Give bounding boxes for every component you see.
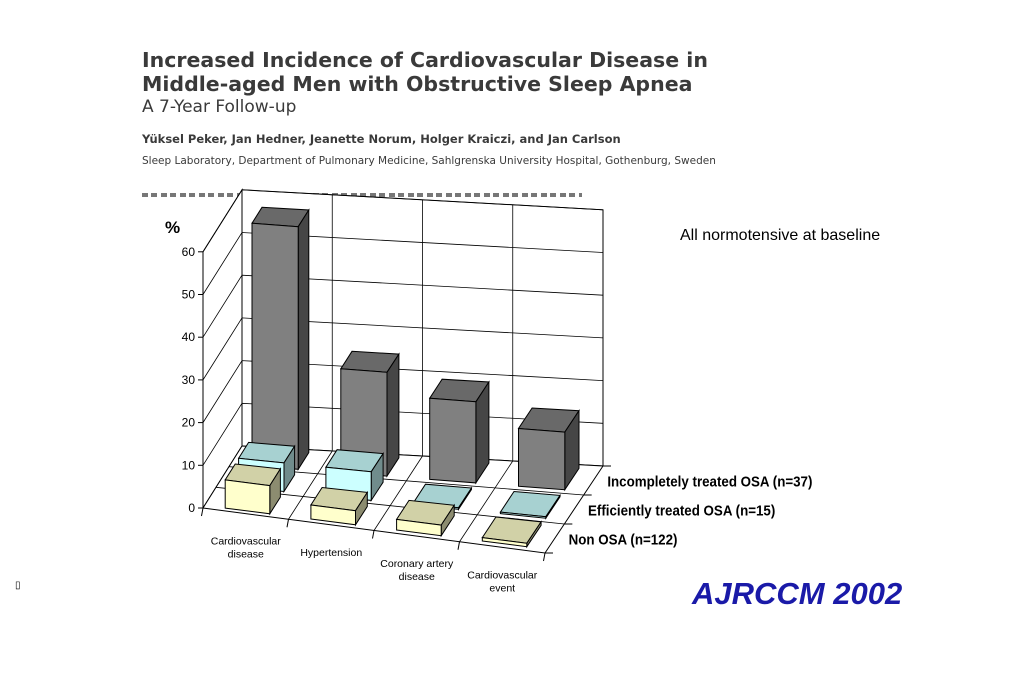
y-tick-label: 10: [182, 458, 196, 472]
paper-affiliation: Sleep Laboratory, Department of Pulmonar…: [142, 155, 716, 167]
slide-bullet: ▯: [15, 580, 21, 591]
x-tick-mark: [543, 552, 546, 562]
gridline-y-40: [202, 274, 604, 338]
series-label: Efficiently treated OSA (n=15): [588, 502, 775, 519]
category-label-line: Cardiovascular: [467, 569, 538, 581]
x-tick-mark: [457, 541, 460, 550]
paper-title-line-2: Middle-aged Men with Obstructive Sleep A…: [142, 72, 693, 96]
bar-front: [310, 504, 356, 526]
category-label: Coronary artery disease: [380, 558, 454, 583]
floor-gridline-category: [459, 460, 514, 542]
paper-header: Increased Incidence of Cardiovascular Di…: [142, 48, 842, 167]
paper-authors: Yüksel Peker, Jan Hedner, Jeanette Norum…: [142, 132, 621, 146]
series-label: Incompletely treated OSA (n=37): [607, 473, 812, 490]
series-label: Non OSA (n=122): [569, 531, 678, 548]
bar-front: [481, 537, 528, 548]
gridline-y-30: [202, 317, 604, 381]
floor-gridline-category: [288, 450, 333, 520]
category-label-line: Hypertension: [300, 547, 362, 559]
category-label: Cardiovascular disease: [211, 536, 282, 561]
category-label: Cardiovascular event: [467, 569, 538, 594]
gridline-y-20: [202, 360, 604, 423]
bar-1-3: [499, 490, 561, 520]
bar-2-2: [395, 499, 456, 538]
bar-0-1: [339, 350, 400, 478]
bar-front: [499, 511, 547, 519]
bar-front: [518, 427, 566, 491]
bar-2-1: [310, 486, 369, 527]
bar-front: [396, 518, 442, 537]
category-label: Hypertension: [300, 547, 362, 559]
y-tick-label: 60: [182, 245, 196, 259]
paper-title-line-1: Increased Incidence of Cardiovascular Di…: [142, 48, 708, 72]
category-label-line: disease: [399, 571, 435, 583]
x-tick-mark: [286, 519, 289, 528]
y-tick-label: 50: [182, 288, 196, 302]
category-label-line: Cardiovascular: [211, 536, 282, 548]
floor-gridline-category: [373, 455, 423, 531]
x-tick-mark: [372, 530, 375, 539]
bar-side: [386, 352, 400, 478]
bar-2-0: [224, 463, 282, 516]
bar-0-3: [517, 407, 580, 492]
bar-0-2: [428, 378, 490, 485]
paper-subtitle: A 7-Year Follow-up: [142, 97, 297, 117]
x-tick-mark: [201, 507, 204, 517]
category-label-line: disease: [228, 549, 264, 561]
category-label-line: Coronary artery: [380, 558, 454, 570]
gridline-y-50: [202, 232, 604, 295]
bar-side: [297, 208, 310, 472]
y-tick-label: 0: [188, 501, 195, 515]
category-label-line: event: [489, 582, 515, 594]
bar-2-3: [481, 516, 542, 549]
cut-off-text-line: [142, 193, 582, 201]
bar-0-0: [251, 206, 310, 472]
y-tick-label: 20: [182, 416, 196, 430]
y-axis-label: %: [165, 218, 180, 237]
y-tick-label: 40: [182, 330, 196, 344]
bar-front: [251, 222, 299, 470]
journal-citation: AJRCCM 2002: [692, 576, 903, 611]
baseline-note: All normotensive at baseline: [680, 227, 881, 244]
bar-front: [224, 479, 271, 515]
bar-front: [429, 397, 477, 484]
y-tick-label: 30: [182, 373, 196, 387]
gridline-y-60: [202, 189, 604, 253]
